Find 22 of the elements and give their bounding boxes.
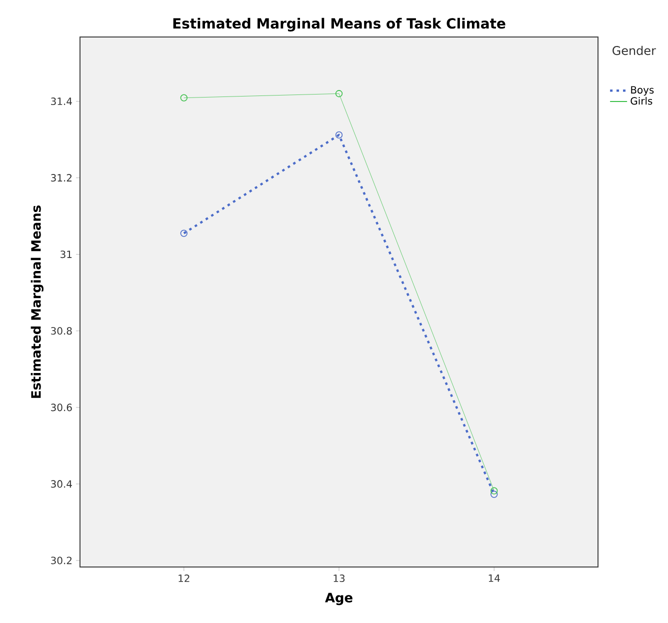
y-tick-label: 31.4 bbox=[51, 98, 72, 106]
x-axis-title: Age bbox=[325, 592, 352, 606]
chart-title: Estimated Marginal Means of Task Climate bbox=[173, 18, 506, 32]
y-tick-label: 30.2 bbox=[51, 556, 72, 564]
y-tick-label: 30.8 bbox=[51, 327, 72, 335]
point bbox=[490, 487, 498, 494]
point bbox=[335, 131, 343, 139]
x-tick-label: 12 bbox=[178, 574, 190, 582]
y-tick-label: 30.6 bbox=[51, 404, 72, 412]
point bbox=[180, 230, 188, 237]
x-tick-label: 14 bbox=[488, 574, 500, 582]
legend-label: Girls bbox=[630, 96, 652, 105]
y-axis-title: Estimated Marginal Means bbox=[30, 206, 44, 398]
x-tick-label: 13 bbox=[334, 574, 345, 582]
legend-title: Gender bbox=[612, 46, 656, 56]
y-tick-label: 31.2 bbox=[51, 174, 72, 182]
point bbox=[335, 90, 343, 98]
y-tick-label: 31 bbox=[60, 250, 72, 258]
point bbox=[490, 490, 498, 498]
legend-label: Boys bbox=[631, 86, 654, 96]
point bbox=[180, 94, 188, 102]
y-tick-label: 30.4 bbox=[51, 480, 72, 488]
